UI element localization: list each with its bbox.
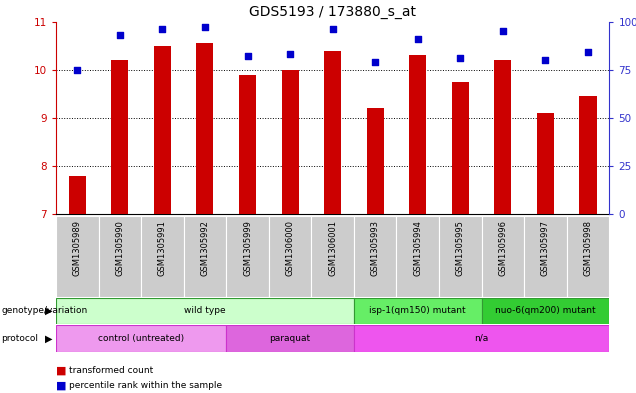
Bar: [567, 216, 609, 297]
Bar: [367, 108, 384, 214]
Point: [498, 28, 508, 34]
Bar: [141, 216, 184, 297]
Text: protocol: protocol: [1, 334, 38, 343]
Bar: [226, 325, 354, 352]
Bar: [524, 216, 567, 297]
Point: [157, 26, 167, 33]
Point: [114, 32, 125, 38]
Text: GSM1306000: GSM1306000: [286, 220, 294, 276]
Text: ■: ■: [56, 381, 67, 391]
Bar: [579, 96, 597, 214]
Title: GDS5193 / 173880_s_at: GDS5193 / 173880_s_at: [249, 5, 416, 19]
Point: [455, 55, 466, 61]
Point: [72, 66, 82, 73]
Text: GSM1305992: GSM1305992: [200, 220, 209, 276]
Bar: [481, 216, 524, 297]
Text: GSM1306001: GSM1306001: [328, 220, 337, 276]
Bar: [69, 176, 86, 214]
Text: nuo-6(qm200) mutant: nuo-6(qm200) mutant: [495, 307, 596, 315]
Point: [242, 53, 252, 59]
Text: GSM1305994: GSM1305994: [413, 220, 422, 276]
Bar: [324, 50, 341, 214]
Bar: [197, 43, 214, 214]
Text: GSM1305991: GSM1305991: [158, 220, 167, 276]
Text: wild type: wild type: [184, 307, 226, 315]
Text: transformed count: transformed count: [69, 366, 153, 375]
Bar: [354, 298, 481, 324]
Point: [583, 49, 593, 55]
Text: GSM1305997: GSM1305997: [541, 220, 550, 276]
Text: genotype/variation: genotype/variation: [1, 307, 88, 315]
Text: isp-1(qm150) mutant: isp-1(qm150) mutant: [370, 307, 466, 315]
Bar: [56, 298, 354, 324]
Bar: [396, 216, 439, 297]
Text: ▶: ▶: [45, 333, 53, 343]
Bar: [269, 216, 312, 297]
Bar: [282, 70, 298, 214]
Text: GSM1305993: GSM1305993: [371, 220, 380, 276]
Text: GSM1305998: GSM1305998: [583, 220, 593, 276]
Text: control (untreated): control (untreated): [98, 334, 184, 343]
Bar: [354, 216, 396, 297]
Point: [200, 24, 210, 31]
Bar: [481, 298, 609, 324]
Point: [413, 36, 423, 42]
Text: GSM1305989: GSM1305989: [73, 220, 82, 276]
Bar: [537, 113, 554, 214]
Bar: [354, 325, 609, 352]
Bar: [439, 216, 481, 297]
Text: paraquat: paraquat: [270, 334, 310, 343]
Text: percentile rank within the sample: percentile rank within the sample: [69, 382, 222, 390]
Bar: [409, 55, 426, 214]
Point: [285, 51, 295, 57]
Bar: [494, 60, 511, 214]
Text: GSM1305995: GSM1305995: [456, 220, 465, 276]
Bar: [452, 82, 469, 214]
Text: ▶: ▶: [45, 306, 53, 316]
Text: n/a: n/a: [474, 334, 488, 343]
Bar: [56, 216, 99, 297]
Text: GSM1305990: GSM1305990: [115, 220, 124, 276]
Bar: [154, 46, 171, 214]
Bar: [184, 216, 226, 297]
Point: [541, 57, 551, 63]
Text: GSM1305996: GSM1305996: [499, 220, 508, 276]
Bar: [239, 75, 256, 214]
Text: ■: ■: [56, 365, 67, 375]
Bar: [111, 60, 128, 214]
Bar: [99, 216, 141, 297]
Bar: [312, 216, 354, 297]
Text: GSM1305999: GSM1305999: [243, 220, 252, 276]
Point: [370, 59, 380, 65]
Point: [328, 26, 338, 33]
Bar: [226, 216, 269, 297]
Bar: [56, 325, 226, 352]
